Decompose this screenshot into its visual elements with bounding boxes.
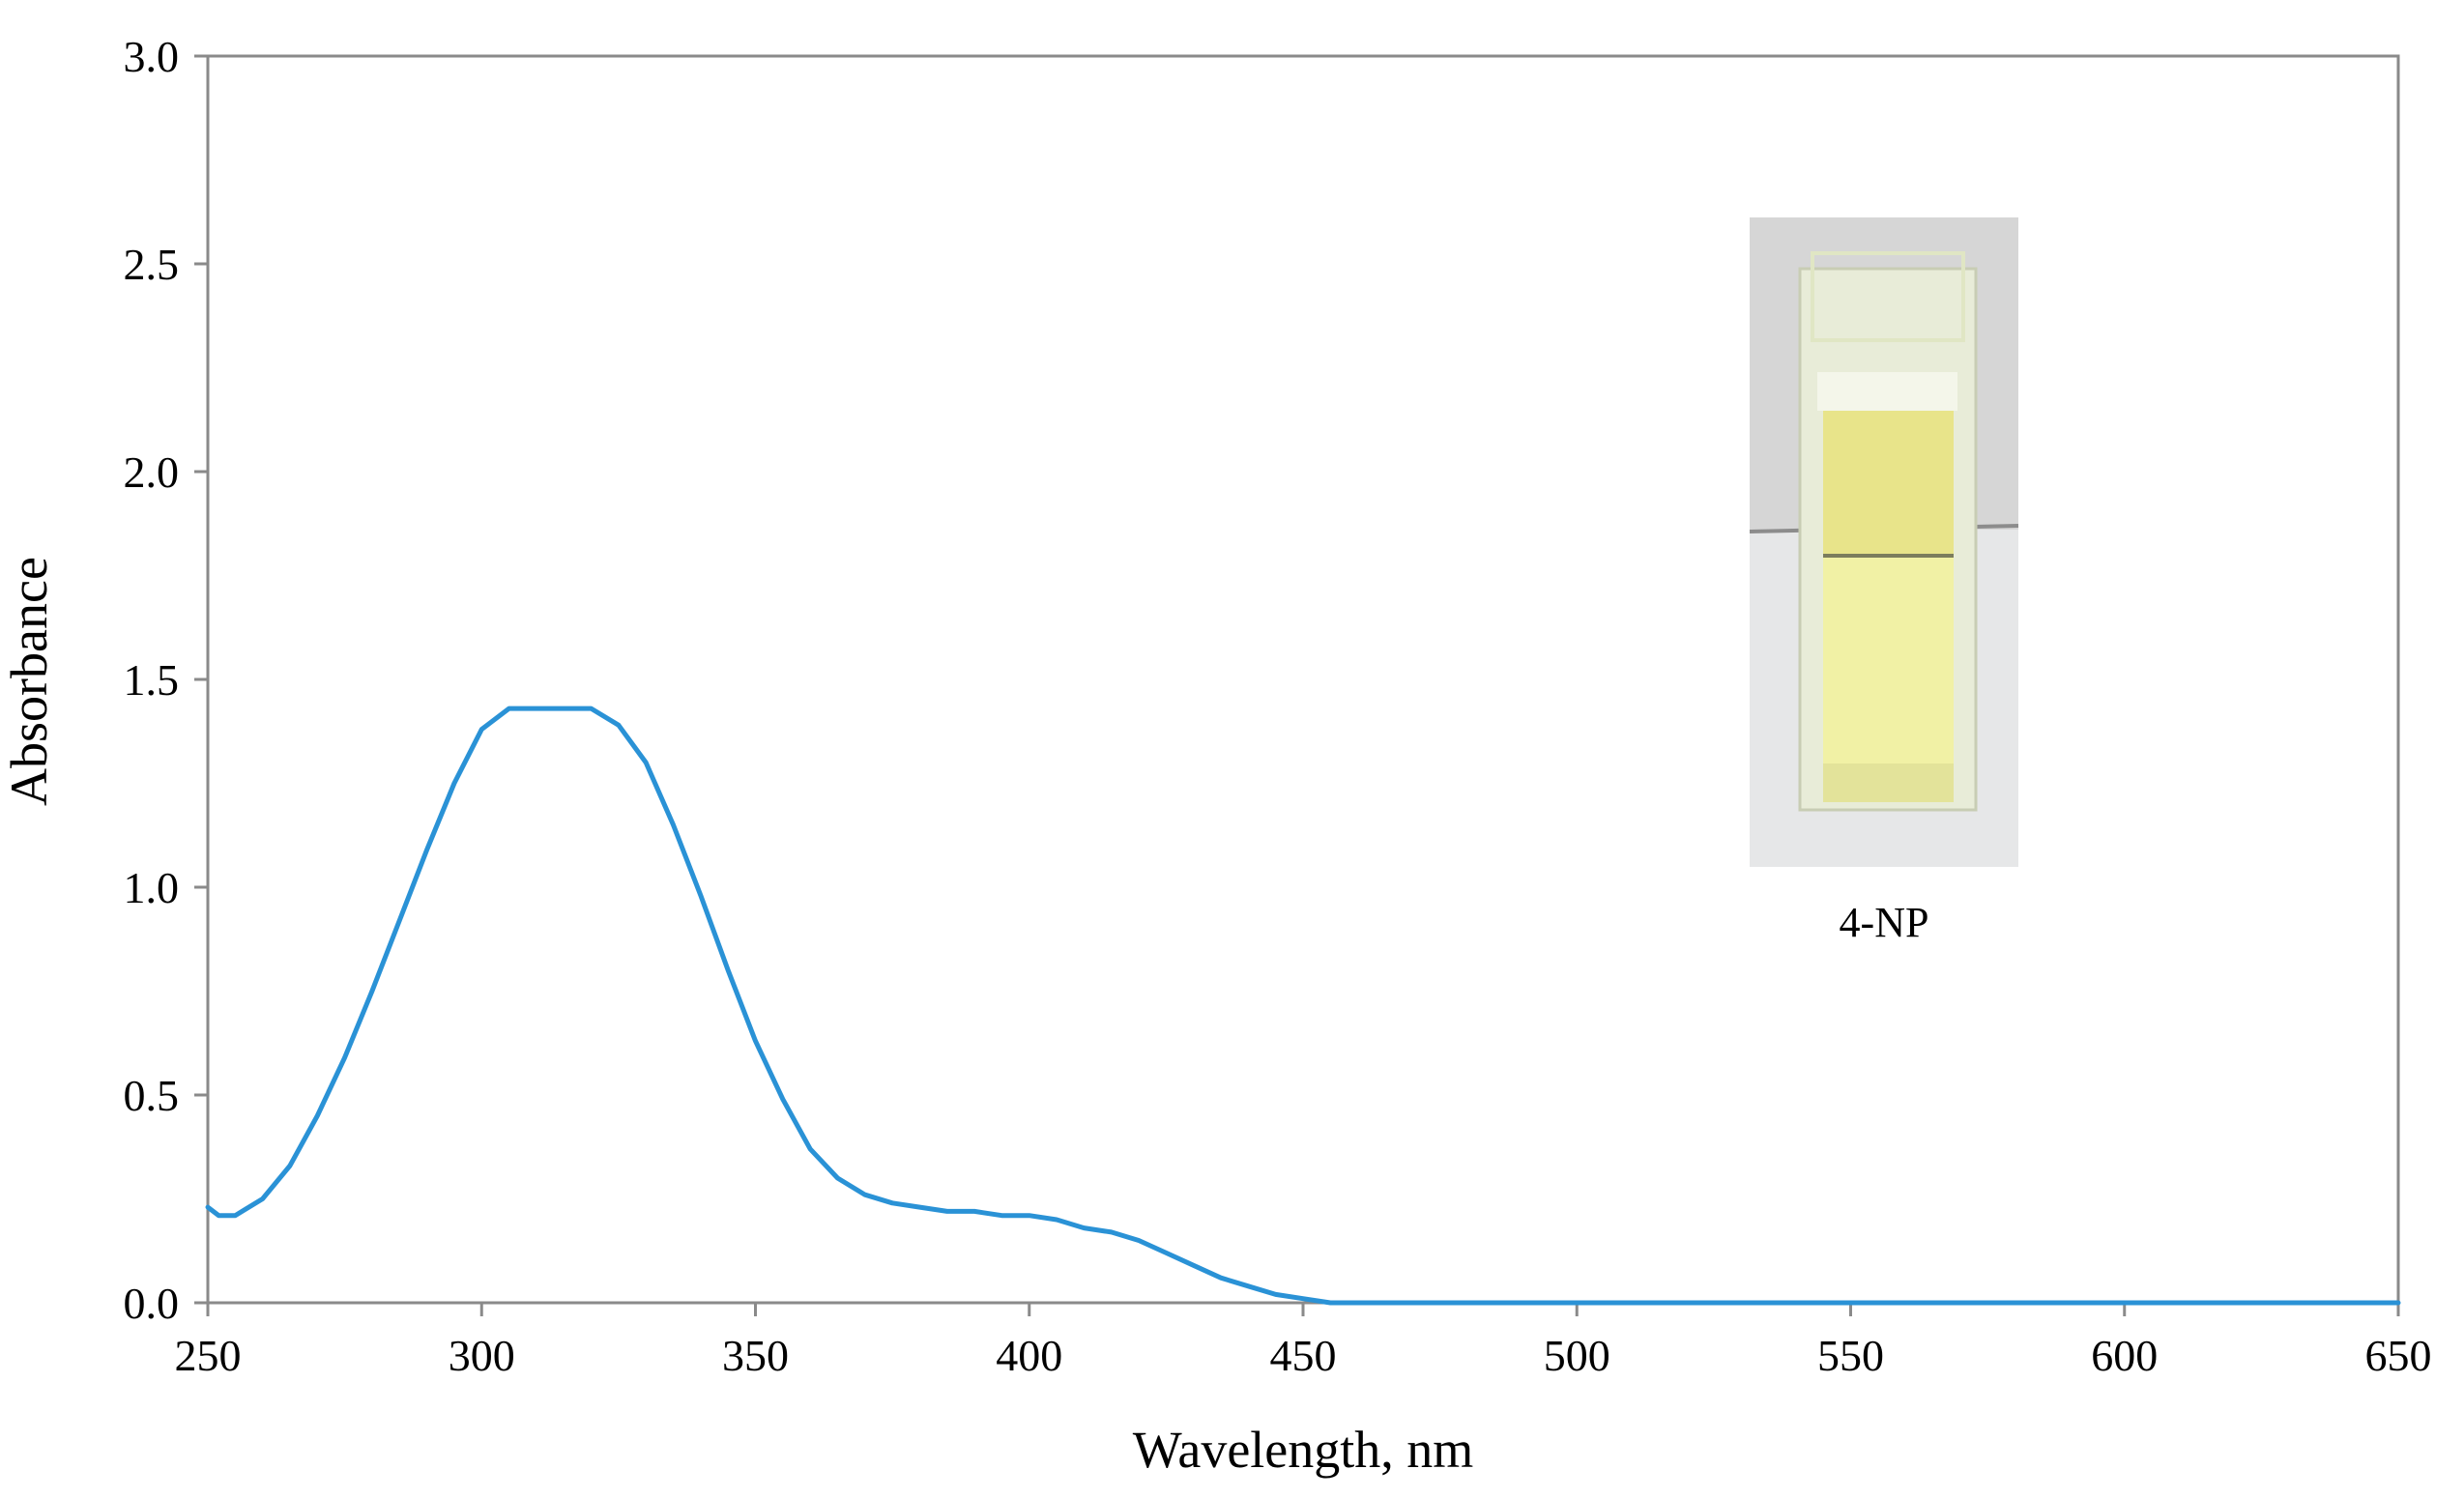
- x-tick-label: 300: [449, 1331, 515, 1380]
- cuvette-meniscus: [1817, 372, 1957, 411]
- x-tick-label: 250: [175, 1331, 242, 1380]
- absorbance-series-line: [205, 706, 2401, 1306]
- x-tick-label: 600: [2091, 1331, 2158, 1380]
- x-axis-ticks: 250 300 350 400 450 500 550 600 650: [175, 1303, 2432, 1380]
- cuvette-liquid-upper: [1823, 411, 1954, 556]
- y-tick-label: 1.5: [124, 655, 180, 705]
- y-tick-label: 0.0: [124, 1279, 180, 1328]
- plot-frame: [206, 54, 2400, 1305]
- cuvette-rim: [1811, 251, 1965, 342]
- x-tick-label: 500: [1544, 1331, 1610, 1380]
- inset-label-4np: 4-NP: [1840, 899, 1929, 946]
- cuvette-photo-inset: [1749, 217, 2019, 867]
- x-tick-label: 550: [1817, 1331, 1884, 1380]
- y-tick-label: 2.0: [124, 447, 180, 497]
- y-tick-label: 2.5: [124, 240, 180, 289]
- y-tick-label: 0.5: [124, 1071, 180, 1120]
- cuvette-bottom-band: [1823, 763, 1954, 802]
- x-tick-label: 450: [1270, 1331, 1337, 1380]
- x-axis-title: Wavelength, nm: [1133, 1421, 1474, 1479]
- x-tick-label: 350: [722, 1331, 789, 1380]
- y-axis-ticks: 0.0 0.5 1.0 1.5 2.0 2.5 3.0: [124, 32, 208, 1328]
- x-tick-label: 650: [2365, 1331, 2432, 1380]
- x-tick-label: 400: [996, 1331, 1062, 1380]
- cuvette-liquid-lower: [1823, 556, 1954, 792]
- y-tick-label: 3.0: [124, 32, 180, 81]
- y-axis-title: Absorbance: [0, 557, 58, 806]
- y-tick-label: 1.0: [124, 863, 180, 912]
